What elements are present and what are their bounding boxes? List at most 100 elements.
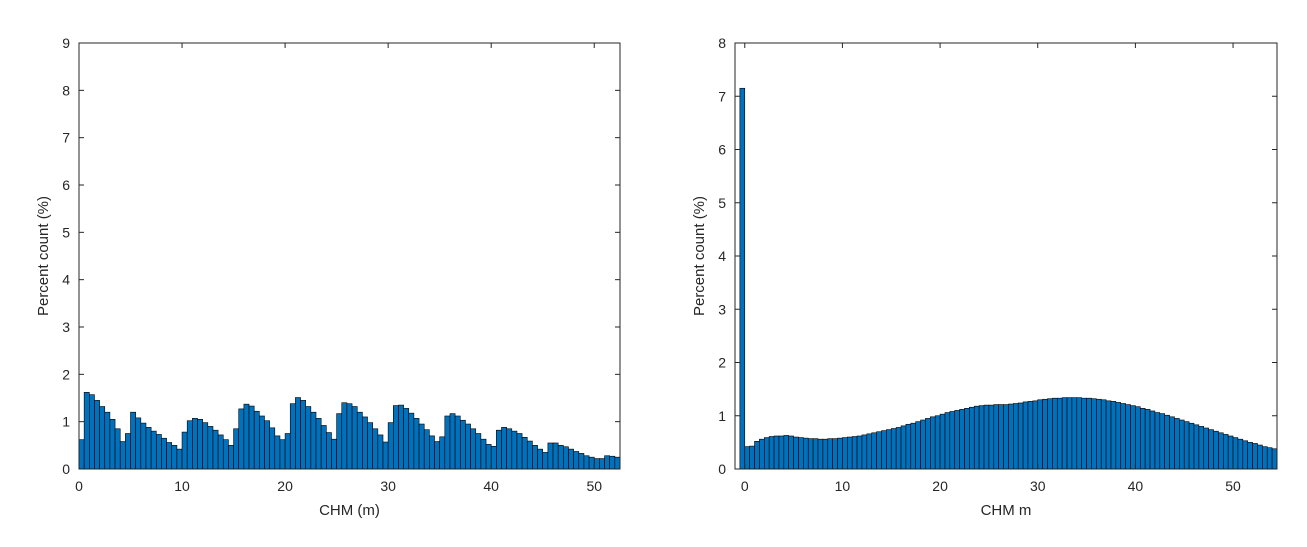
histogram-bar xyxy=(542,452,549,470)
x-tick-label: 40 xyxy=(483,478,499,494)
histogram-bar xyxy=(212,429,219,470)
y-tick: 8 xyxy=(62,82,620,98)
histogram-bar xyxy=(78,439,85,470)
right-histogram-bars xyxy=(739,87,1278,470)
histogram-bar xyxy=(910,422,916,470)
x-tick: 50 xyxy=(586,43,602,494)
histogram-bar xyxy=(176,448,183,470)
histogram-bar xyxy=(1008,403,1014,470)
x-tick: 10 xyxy=(835,43,850,494)
histogram-bar xyxy=(915,421,921,470)
histogram-bar xyxy=(973,405,980,470)
histogram-bar xyxy=(768,436,775,470)
histogram-bar xyxy=(202,422,209,470)
histogram-bar xyxy=(905,423,912,470)
y-tick: 4 xyxy=(62,272,620,288)
x-tick: 40 xyxy=(1128,43,1143,494)
histogram-bar xyxy=(516,433,523,470)
histogram-bar xyxy=(114,428,121,470)
histogram-bar xyxy=(763,437,770,470)
histogram-bar xyxy=(320,425,327,470)
histogram-bar xyxy=(803,437,809,470)
histogram-bar xyxy=(1105,400,1112,470)
histogram-bar xyxy=(300,400,306,470)
histogram-bar xyxy=(583,455,590,470)
y-tick: 3 xyxy=(718,301,1277,317)
histogram-bar xyxy=(588,456,595,470)
left-axes-frame xyxy=(78,42,621,470)
x-tick-label: 10 xyxy=(174,478,190,494)
histogram-bar xyxy=(315,418,322,470)
histogram-bar xyxy=(506,428,513,470)
histogram-bar xyxy=(1130,405,1136,470)
histogram-bar xyxy=(1076,397,1082,470)
right-x-axis-label: CHM m xyxy=(981,502,1032,519)
histogram-bar xyxy=(99,406,106,470)
histogram-bar xyxy=(1159,413,1165,470)
y-tick-label: 4 xyxy=(718,248,726,264)
histogram-bar xyxy=(253,410,260,470)
histogram-bar xyxy=(387,422,394,470)
histogram-bar xyxy=(1096,398,1102,470)
histogram-bar xyxy=(413,418,420,470)
histogram-bar xyxy=(470,428,477,470)
histogram-bar xyxy=(439,436,446,470)
y-tick: 4 xyxy=(718,248,1277,264)
left-y-ticks: 0 1 2 3 4 5 6 7 8 9 xyxy=(62,35,620,477)
histogram-bar xyxy=(1208,429,1214,470)
histogram-bar xyxy=(454,415,461,470)
histogram-bar xyxy=(125,433,131,470)
x-tick-label: 30 xyxy=(380,478,396,494)
histogram-bar xyxy=(614,456,621,470)
histogram-bar xyxy=(881,430,887,470)
histogram-bar xyxy=(851,436,858,470)
histogram-bar xyxy=(847,436,853,470)
histogram-bar xyxy=(988,404,995,470)
left-histogram-bars xyxy=(78,392,621,470)
y-tick: 2 xyxy=(62,366,620,382)
histogram-bar xyxy=(1125,404,1131,470)
histogram-bar xyxy=(382,441,389,470)
histogram-bar xyxy=(346,403,353,470)
histogram-bar xyxy=(511,430,518,470)
histogram-bar xyxy=(166,442,173,470)
histogram-bar xyxy=(274,435,281,470)
histogram-bar xyxy=(135,417,142,470)
histogram-bar xyxy=(837,437,843,470)
histogram-bar xyxy=(434,441,440,470)
histogram-bar xyxy=(521,436,528,470)
histogram-bar xyxy=(444,415,451,470)
histogram-bar xyxy=(871,432,877,470)
x-tick-label: 0 xyxy=(741,478,749,494)
histogram-bar xyxy=(1056,397,1063,470)
histogram-bar xyxy=(1266,447,1273,470)
histogram-bar xyxy=(925,418,931,470)
histogram-bar xyxy=(192,418,198,470)
histogram-bar xyxy=(1183,421,1190,470)
histogram-bar xyxy=(1154,412,1161,470)
histogram-bar xyxy=(171,445,178,470)
histogram-bar xyxy=(1022,401,1029,470)
histogram-bar xyxy=(1213,430,1219,470)
histogram-bar xyxy=(1242,440,1248,470)
histogram-bar xyxy=(423,429,430,470)
histogram-bar xyxy=(264,420,270,470)
histogram-bar xyxy=(526,440,533,470)
histogram-bar xyxy=(842,437,848,470)
histogram-bar xyxy=(983,404,990,470)
right-y-ticks: 0 1 2 3 4 5 6 7 8 xyxy=(718,35,1277,477)
histogram-bar xyxy=(109,418,116,470)
y-tick: 3 xyxy=(62,319,620,335)
y-tick-label: 4 xyxy=(62,272,70,288)
y-tick-label: 7 xyxy=(62,130,70,146)
histogram-bar xyxy=(145,427,152,470)
histogram-bar xyxy=(248,405,255,470)
histogram-bar xyxy=(876,431,882,470)
y-tick-label: 9 xyxy=(62,35,70,51)
x-tick: 40 xyxy=(483,43,499,494)
histogram-bar xyxy=(362,416,368,470)
histogram-bar xyxy=(744,446,750,470)
y-tick-label: 1 xyxy=(62,414,70,430)
histogram-bar xyxy=(372,428,379,470)
histogram-bar xyxy=(83,392,90,470)
